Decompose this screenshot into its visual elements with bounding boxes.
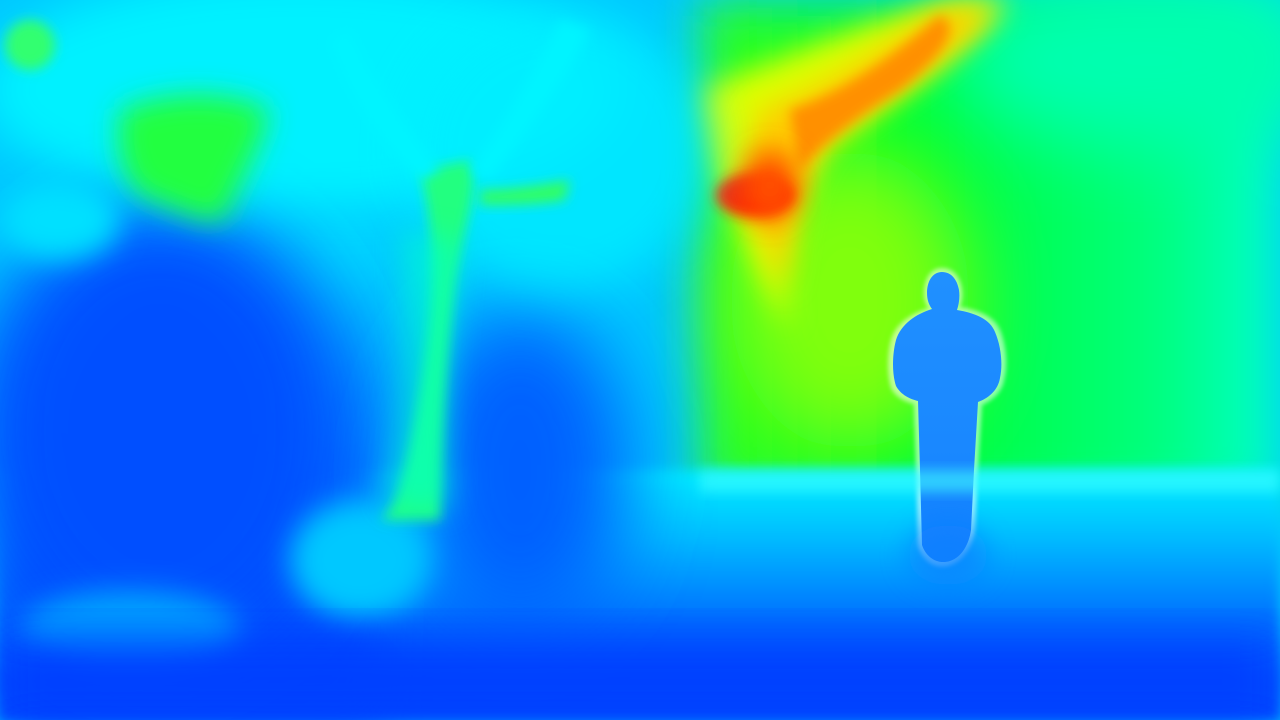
- tree-silhouette: [0, 0, 710, 520]
- left-foreground: [0, 200, 1280, 720]
- horizon-line: [700, 470, 1280, 492]
- far-depth-band: [700, 0, 1010, 330]
